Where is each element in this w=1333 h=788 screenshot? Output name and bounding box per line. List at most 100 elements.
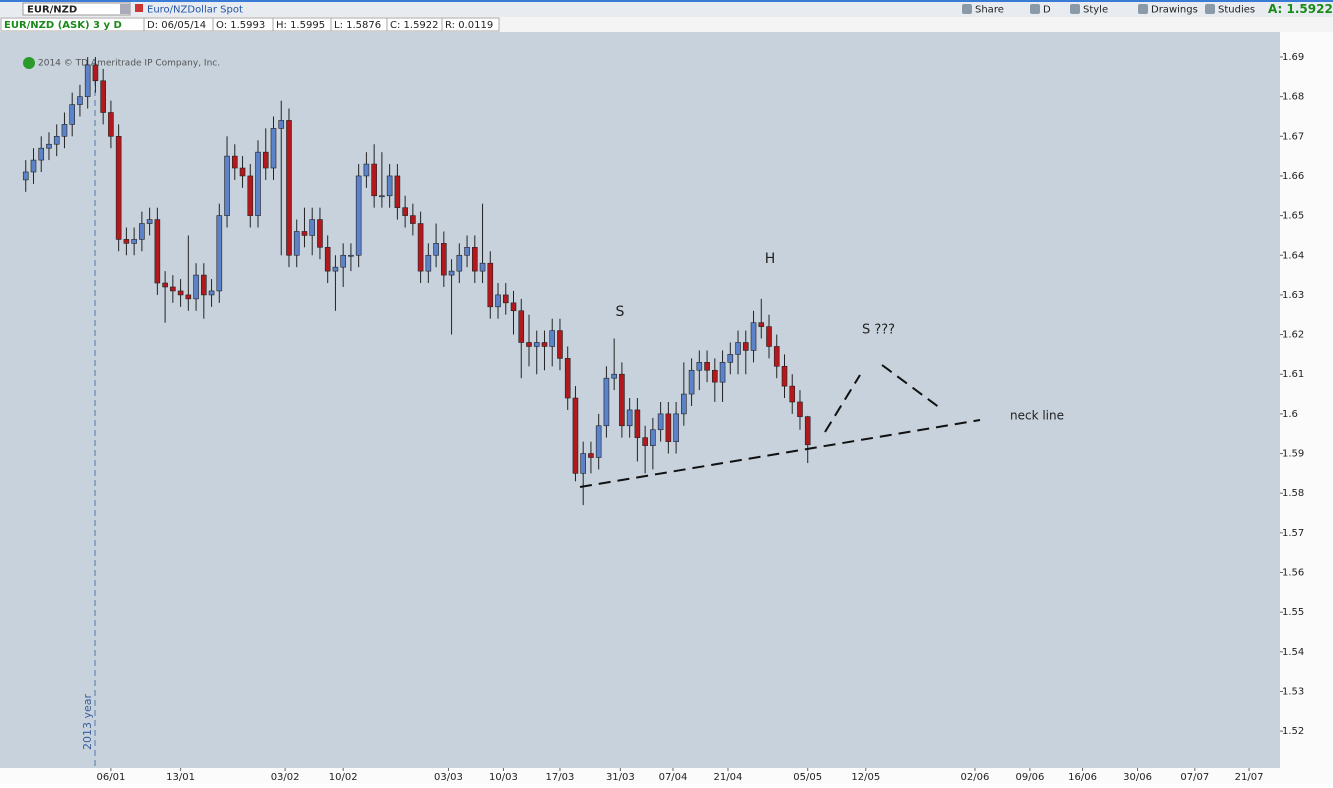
candle-body — [603, 377, 610, 427]
candle-body — [766, 326, 772, 347]
candle-body — [410, 215, 416, 224]
candle-body — [789, 385, 796, 403]
candle-body — [231, 155, 238, 169]
toolbar-button-icon[interactable] — [1070, 4, 1080, 14]
candle-body — [262, 151, 269, 169]
toolbar-button-icon[interactable] — [1138, 4, 1148, 14]
info-field-box — [441, 17, 500, 32]
info-field: O: 1.5993 — [216, 20, 265, 31]
candle-body — [673, 413, 679, 442]
candle-body — [340, 254, 346, 268]
symbol[interactable]: EUR/NZD — [27, 5, 77, 16]
x-tick-label: 16/06 — [1068, 772, 1097, 783]
description: Euro/NZDollar Spot — [147, 5, 243, 16]
candle-body — [642, 437, 648, 446]
y-tick-label: 1.64 — [1282, 250, 1304, 261]
candle-body — [371, 163, 377, 197]
candle-body — [301, 231, 308, 236]
candle-body — [123, 239, 130, 244]
candle-body — [425, 254, 432, 272]
annotation: S — [616, 304, 625, 320]
candle-body — [479, 262, 486, 272]
candle-body — [293, 231, 300, 256]
candle-body — [557, 330, 563, 359]
x-tick-label: 02/06 — [961, 772, 990, 783]
candle-body — [580, 453, 586, 474]
candle-body — [131, 239, 137, 244]
toolbar-button-icon[interactable] — [1030, 4, 1040, 14]
candle-body — [69, 104, 75, 125]
x-tick-label: 10/03 — [489, 772, 518, 783]
y-tick-label: 1.54 — [1282, 647, 1304, 658]
ask-price: A: 1.5922 — [1268, 2, 1333, 16]
copyright: 2014 © TD Ameritrade IP Company, Inc. — [38, 59, 220, 69]
candle-body — [386, 175, 393, 197]
x-tick-label: 13/01 — [166, 772, 195, 783]
toolbar-button[interactable]: Style — [1083, 5, 1108, 16]
toolbar-button-icon[interactable] — [962, 4, 972, 14]
candle-body — [355, 175, 362, 256]
candle-body — [487, 262, 494, 308]
x-tick-label: 05/05 — [793, 772, 822, 783]
candle-body — [139, 223, 145, 240]
x-tick-label: 07/04 — [659, 772, 688, 783]
candle-body — [704, 362, 710, 371]
candle-body — [38, 147, 45, 161]
year-label: 2013 year — [81, 694, 94, 751]
x-tick-label: 06/01 — [96, 772, 125, 783]
x-tick-label: 21/07 — [1235, 772, 1264, 783]
candle-body — [278, 120, 285, 129]
x-tick-label: 07/07 — [1180, 772, 1209, 783]
candle-body — [270, 128, 277, 169]
candle-body — [611, 373, 617, 379]
candle-body — [781, 365, 788, 387]
candle-body — [208, 290, 215, 296]
toolbar-button[interactable]: Drawings — [1151, 5, 1198, 16]
plot-area — [0, 32, 1280, 768]
candle-body — [417, 223, 424, 272]
y-tick-label: 1.66 — [1282, 171, 1304, 182]
candle-body — [332, 266, 339, 272]
candle-body — [510, 302, 517, 312]
toolbar-button[interactable]: Studies — [1218, 5, 1255, 16]
candle-body — [317, 219, 323, 248]
candle-body — [541, 342, 548, 347]
symbol-dropdown[interactable] — [120, 4, 130, 14]
toolbar-button-icon[interactable] — [1205, 4, 1215, 14]
candle-body — [61, 124, 68, 137]
annotation: S ??? — [862, 323, 895, 338]
candle-body — [696, 362, 703, 371]
toolbar-button[interactable]: D — [1043, 5, 1051, 16]
info-icon[interactable] — [23, 57, 35, 69]
info-field: R: 0.0119 — [445, 20, 493, 31]
candle-body — [518, 310, 525, 343]
candle-body — [92, 64, 99, 82]
candle-body — [170, 286, 176, 292]
candle-body — [448, 270, 455, 276]
axes: 1.52 1.53 1.54 1.55 1.56 1.57 1.58 1.59 1.6 1.61 1… — [96, 52, 1304, 783]
projection-line — [824, 374, 861, 433]
x-tick-label: 10/02 — [329, 772, 358, 783]
y-tick-label: 1.63 — [1282, 290, 1304, 301]
info-field: C: 1.5922 — [390, 20, 439, 31]
y-tick-label: 1.55 — [1282, 607, 1304, 618]
candle-body — [471, 247, 478, 272]
candle-body — [324, 247, 331, 272]
toolbar-buttons: Share D Style Drawings Studies — [962, 4, 1255, 16]
toolbar-button[interactable]: Share — [975, 5, 1004, 16]
candle-body — [162, 282, 168, 288]
candle-body — [595, 425, 602, 458]
x-tick-label: 21/04 — [714, 772, 743, 783]
candle-body — [588, 453, 594, 458]
candle-body — [394, 175, 401, 208]
info-field: L: 1.5876 — [334, 20, 381, 31]
candle-body — [379, 195, 385, 198]
candle-body — [177, 290, 184, 296]
y-tick-label: 1.67 — [1282, 131, 1304, 142]
candle-body — [239, 167, 246, 177]
candle-body — [750, 322, 757, 351]
y-tick-label: 1.69 — [1282, 52, 1304, 63]
candle-body — [804, 416, 811, 446]
x-tick-label: 03/02 — [271, 772, 300, 783]
candle-body — [100, 80, 106, 113]
